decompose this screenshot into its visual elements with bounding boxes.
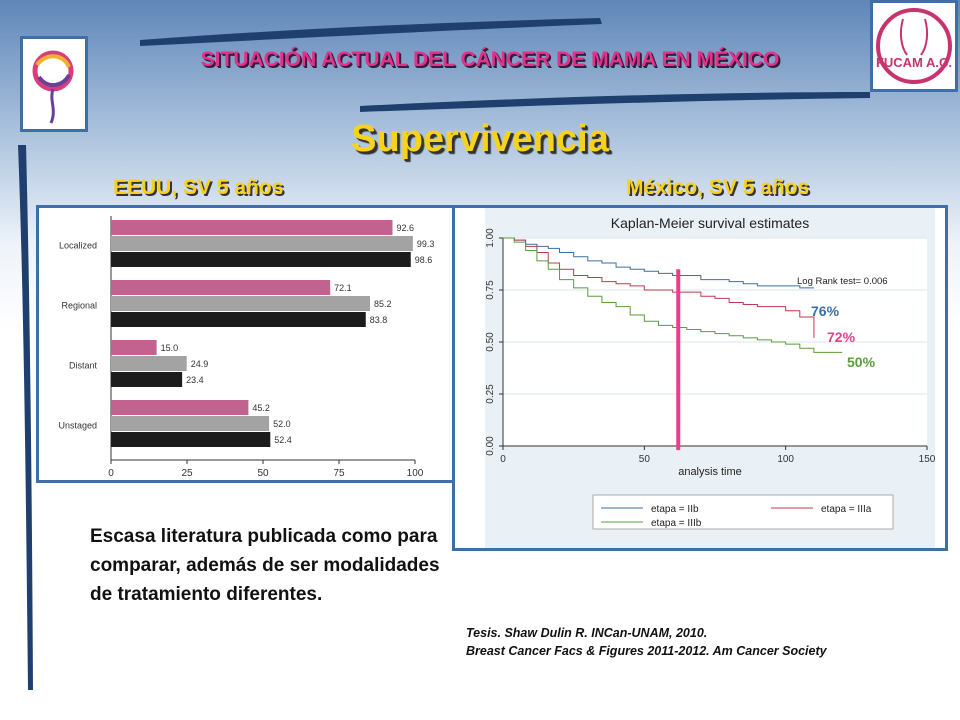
km-x-tick-label: 50: [639, 454, 651, 465]
x-tick-label: 100: [407, 468, 424, 479]
header-title: SITUACIÓN ACTUAL DEL CÁNCER DE MAMA EN M…: [200, 48, 780, 71]
km-x-axis-label: analysis time: [678, 466, 742, 478]
bar-regional-1: [111, 280, 331, 295]
left-chart-subtitle: EEUU, SV 5 años: [113, 176, 284, 199]
km-curve-iiib: [503, 237, 843, 353]
x-tick-label: 0: [108, 468, 114, 479]
km-x-tick-label: 100: [777, 454, 794, 465]
category-label: Distant: [69, 361, 98, 371]
km-end-label: 76%: [811, 303, 840, 319]
bar-value-label: 23.4: [186, 375, 204, 385]
left-logo: [20, 36, 88, 132]
x-tick-label: 50: [257, 468, 269, 479]
bar-value-label: 85.2: [374, 299, 392, 309]
bar-distant-2: [111, 356, 187, 371]
bar-regional-2: [111, 296, 371, 311]
bar-localized-3: [111, 252, 411, 267]
bar-unstaged-1: [111, 400, 249, 415]
bar-value-label: 52.0: [273, 419, 291, 429]
km-log-rank-annotation: Log Rank test= 0.006: [797, 276, 888, 287]
references: Tesis. Shaw Dulin R. INCan-UNAM, 2010. B…: [466, 624, 827, 660]
bar-distant-1: [111, 340, 157, 355]
mexico-km-chart: Kaplan-Meier survival estimates 0.00 0.25 0…: [485, 208, 936, 548]
body-paragraph: Escasa literatura publicada como para co…: [90, 526, 440, 605]
bar-regional-3: [111, 312, 366, 327]
x-tick-label: 25: [181, 468, 193, 479]
bar-unstaged-2: [111, 416, 270, 431]
bar-unstaged-3: [111, 432, 271, 447]
km-legend-label: etapa = IIb: [651, 504, 699, 515]
us-survival-bar-chart-panel: Localized 92.6 99.3 98.6 Regional 72.1 85.2 83.…: [36, 205, 456, 483]
mexico-km-chart-panel: Kaplan-Meier survival estimates 0.00 0.25 0…: [452, 205, 948, 551]
category-label: Unstaged: [58, 421, 97, 431]
km-end-label: 50%: [847, 354, 876, 370]
reference-2: Breast Cancer Facs & Figures 2011-2012. …: [466, 644, 827, 658]
km-curve-iib: [503, 237, 814, 289]
bar-value-label: 15.0: [161, 343, 179, 353]
km-y-tick-label: 0.50: [485, 332, 496, 352]
km-legend-box: [592, 494, 894, 530]
bar-value-label: 83.8: [370, 315, 388, 325]
bar-value-label: 45.2: [252, 403, 270, 413]
km-x-tick-label: 0: [500, 454, 506, 465]
fucam-emblem-icon: FUCAM A.C.: [876, 8, 952, 84]
bar-distant-3: [111, 372, 183, 387]
km-y-tick-label: 0.25: [485, 384, 496, 404]
km-x-tick-label: 150: [919, 454, 936, 465]
km-end-label: 72%: [827, 329, 856, 345]
bar-localized-1: [111, 220, 393, 235]
km-curve-iiia: [503, 237, 815, 338]
bar-value-label: 98.6: [415, 255, 433, 265]
right-chart-subtitle: México, SV 5 años: [626, 176, 810, 199]
km-legend-label: etapa = IIIa: [821, 504, 872, 515]
ribbon-logo-icon: [32, 50, 74, 124]
bar-localized-2: [111, 236, 413, 251]
category-label: Localized: [59, 241, 97, 251]
km-y-tick-label: 0.75: [485, 280, 496, 300]
km-y-tick-label: 0.00: [485, 436, 496, 456]
km-y-tick-label: 1.00: [485, 228, 496, 248]
km-chart-title: Kaplan-Meier survival estimates: [611, 215, 809, 231]
km-legend-label: etapa = IIIb: [651, 518, 702, 529]
slide-title: Supervivencia: [351, 118, 609, 160]
us-survival-bar-chart: Localized 92.699.3 98.6 Regional 72.1 85.2 83.…: [58, 216, 435, 479]
fucam-logo-text: FUCAM A.C.: [876, 55, 952, 70]
bar-value-label: 24.9: [191, 359, 209, 369]
category-label: Regional: [61, 301, 97, 311]
bar-value-label: 52.4: [274, 435, 292, 445]
bar-value-label: 99.3: [417, 239, 435, 249]
bar-value-label: 72.1: [334, 283, 352, 293]
bar-value-label: 92.6: [397, 223, 415, 233]
fucam-logo: FUCAM A.C.: [870, 0, 958, 92]
reference-1: Tesis. Shaw Dulin R. INCan-UNAM, 2010.: [466, 626, 708, 640]
x-tick-label: 75: [333, 468, 345, 479]
